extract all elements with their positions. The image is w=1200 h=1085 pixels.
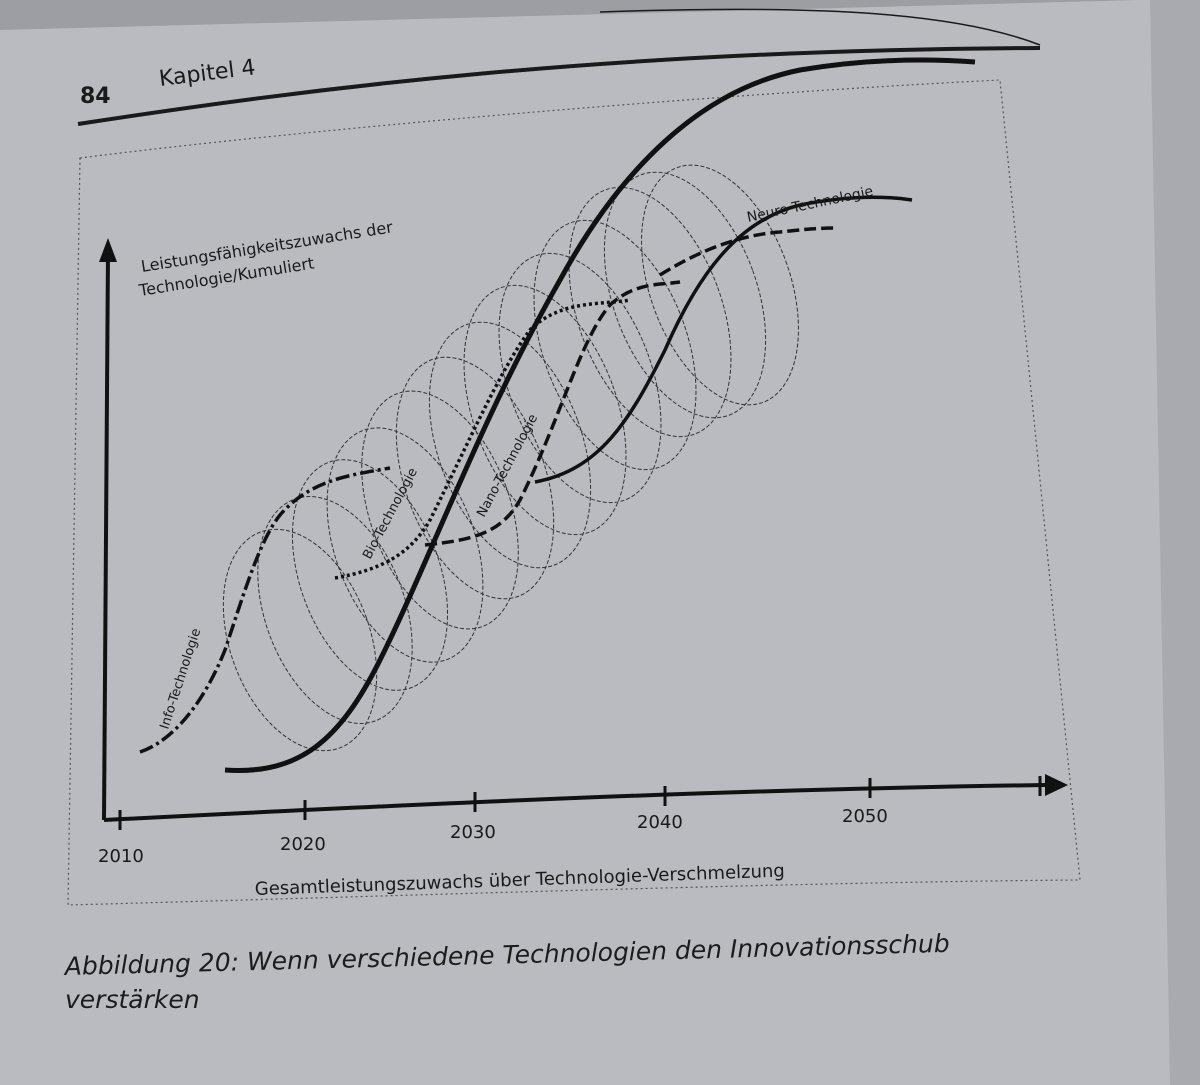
x-axis xyxy=(103,783,1046,822)
x-tick-label-2030: 2030 xyxy=(450,822,496,843)
y-axis xyxy=(102,249,110,821)
x-tick-label-2050: 2050 xyxy=(842,806,888,827)
x-axis-arrow xyxy=(1045,774,1068,796)
info-technology-curve xyxy=(139,466,391,754)
neuro-technology-curve-dashed xyxy=(659,226,836,277)
x-ticks xyxy=(118,776,1042,830)
x-tick-label-2040: 2040 xyxy=(637,812,683,833)
nano-technology-curve xyxy=(424,280,681,547)
x-tick-label-2010: 2010 xyxy=(98,846,144,867)
paper-shadow-right xyxy=(1150,0,1200,1085)
figure-frame xyxy=(67,79,1081,906)
neuro-technology-curve xyxy=(534,195,913,484)
header-rule-top xyxy=(599,8,1041,46)
page-number: 84 xyxy=(80,84,111,109)
bio-technology-curve xyxy=(334,298,631,580)
x-tick-label-2020: 2020 xyxy=(280,834,326,855)
helix-spiral xyxy=(222,164,799,752)
caption-line2: verstärken xyxy=(65,985,200,1014)
header-rule xyxy=(77,46,1041,126)
y-axis-arrow xyxy=(99,238,117,262)
cumulative-curve xyxy=(224,57,976,773)
